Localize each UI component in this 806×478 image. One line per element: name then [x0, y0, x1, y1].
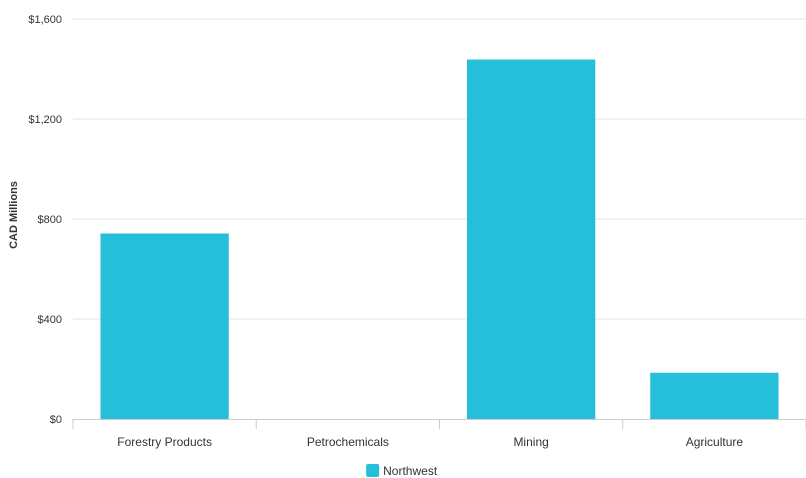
x-tick-label: Forestry Products [117, 435, 212, 449]
legend: Northwest [366, 464, 438, 478]
bar[interactable] [100, 233, 229, 420]
bar[interactable] [466, 59, 596, 420]
x-tick-label: Agriculture [686, 435, 744, 449]
y-tick-label: $400 [38, 314, 62, 326]
axis-labels: $0 $400 $800 $1,200 $1,600 Forestry Products P… [28, 14, 743, 449]
axes [72, 419, 806, 429]
y-tick-label: $800 [38, 214, 62, 226]
bars [100, 59, 779, 420]
x-tick-label: Mining [513, 435, 548, 449]
legend-swatch[interactable] [366, 464, 380, 477]
legend-label[interactable]: Northwest [383, 464, 438, 478]
x-tick-label: Petrochemicals [307, 435, 389, 449]
y-tick-label: $1,600 [28, 14, 62, 26]
y-tick-label: $0 [50, 414, 62, 426]
y-tick-label: $1,200 [28, 114, 62, 126]
gridlines [73, 18, 806, 320]
y-axis-title: CAD Millions [8, 181, 20, 249]
bar[interactable] [650, 372, 779, 419]
